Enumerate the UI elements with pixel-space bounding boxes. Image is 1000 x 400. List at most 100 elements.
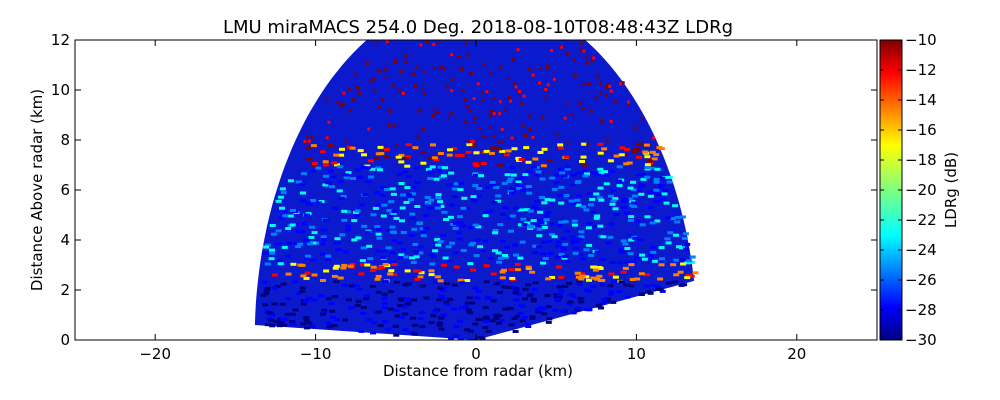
ldr-cell	[428, 321, 435, 325]
ldr-cell	[468, 243, 475, 247]
ldr-cell	[433, 158, 440, 162]
ldr-cell	[589, 197, 596, 201]
ldr-cell	[280, 282, 287, 286]
ldr-cell	[616, 179, 623, 183]
ldr-cell	[455, 231, 462, 235]
ldr-cell	[467, 311, 474, 315]
noise-speckle	[608, 84, 612, 88]
ldr-cell	[519, 240, 526, 244]
ldr-cell	[437, 200, 444, 204]
ldr-cell	[409, 256, 415, 260]
ldr-cell	[489, 183, 496, 187]
ldr-cell	[316, 201, 322, 205]
ldr-cell	[464, 328, 471, 332]
ldr-cell	[495, 251, 502, 255]
ldr-cell	[530, 297, 537, 301]
ldr-cell	[403, 201, 410, 204]
noise-speckle	[546, 83, 550, 87]
ldr-cell	[470, 268, 477, 272]
ldr-cell	[590, 265, 597, 269]
ldr-cell	[331, 274, 338, 278]
ldr-cell	[341, 209, 348, 213]
ldr-cell	[561, 256, 568, 260]
ldr-cell	[377, 324, 384, 328]
noise-speckle	[461, 88, 465, 92]
ldr-cell	[307, 242, 314, 246]
ldr-cell	[385, 246, 392, 250]
ldr-cell	[598, 171, 605, 175]
noise-speckle	[356, 86, 360, 89]
ldr-cell	[576, 194, 583, 198]
ldr-cell	[360, 246, 367, 250]
ldr-cell	[549, 198, 556, 202]
ldr-cell	[311, 231, 318, 235]
noise-speckle	[433, 66, 436, 70]
ldr-cell	[674, 220, 681, 224]
ldr-cell	[354, 304, 361, 308]
ldr-cell	[688, 274, 695, 278]
ldr-cell	[320, 252, 326, 256]
noise-speckle	[473, 120, 476, 124]
noise-speckle	[498, 112, 502, 116]
ldr-cell	[406, 193, 412, 197]
ldr-cell	[493, 282, 500, 286]
ldr-cell	[583, 208, 590, 212]
ldr-cell	[608, 222, 615, 226]
ldr-cell	[371, 321, 378, 325]
noise-speckle	[481, 135, 485, 139]
ldr-cell	[541, 306, 547, 310]
noise-speckle	[619, 82, 622, 86]
noise-speckle	[414, 84, 417, 88]
ldr-cell	[372, 206, 379, 210]
y-axis-ticks: 0 2 4 6 8 10 12	[51, 31, 877, 349]
noise-speckle	[560, 45, 564, 49]
ldr-cell	[325, 254, 332, 258]
ldr-cell	[472, 322, 479, 326]
ldr-cell	[443, 300, 450, 304]
noise-speckle	[582, 49, 586, 53]
noise-speckle	[546, 67, 550, 70]
ldr-cell	[345, 171, 352, 175]
ldr-cell	[596, 274, 603, 278]
noise-speckle	[634, 126, 638, 130]
ldr-cell	[609, 202, 616, 206]
ldr-cell	[279, 318, 286, 321]
ldr-cell	[507, 177, 514, 181]
ldr-cell	[512, 291, 519, 295]
ldr-cell	[570, 173, 577, 177]
ldr-cell	[334, 163, 340, 167]
ldr-cell	[279, 206, 285, 210]
ldr-cell	[410, 186, 417, 190]
ldr-cell	[641, 257, 648, 261]
ldr-cell	[613, 213, 620, 216]
ldr-cell	[472, 173, 479, 177]
noise-speckle	[570, 113, 574, 116]
noise-speckle	[422, 92, 426, 96]
noise-speckle	[445, 84, 449, 88]
ldr-cell	[520, 188, 526, 192]
ldr-cell	[342, 318, 349, 322]
ldr-cell	[607, 235, 614, 239]
ldr-cell	[513, 253, 519, 257]
ldr-cell	[506, 216, 513, 220]
ldr-cell	[586, 278, 592, 282]
ldr-cell	[444, 302, 451, 306]
ldr-cell	[582, 174, 589, 178]
ldr-cell	[628, 284, 635, 288]
ldr-cell	[619, 250, 626, 254]
ldr-cell	[398, 182, 405, 185]
noise-speckle	[518, 89, 521, 93]
ldr-cell	[269, 313, 276, 317]
ldr-cell	[292, 280, 299, 284]
ldr-cell	[323, 269, 330, 273]
ldr-cell	[458, 154, 465, 157]
ldr-cell	[382, 280, 389, 284]
x-tick-label: 0	[471, 345, 481, 363]
ldr-cell	[420, 234, 427, 238]
ldr-cell	[666, 175, 673, 179]
ldr-cell	[411, 332, 418, 336]
ldr-cell	[271, 273, 278, 277]
ldr-cell	[402, 170, 408, 174]
ldr-cell	[684, 242, 691, 246]
